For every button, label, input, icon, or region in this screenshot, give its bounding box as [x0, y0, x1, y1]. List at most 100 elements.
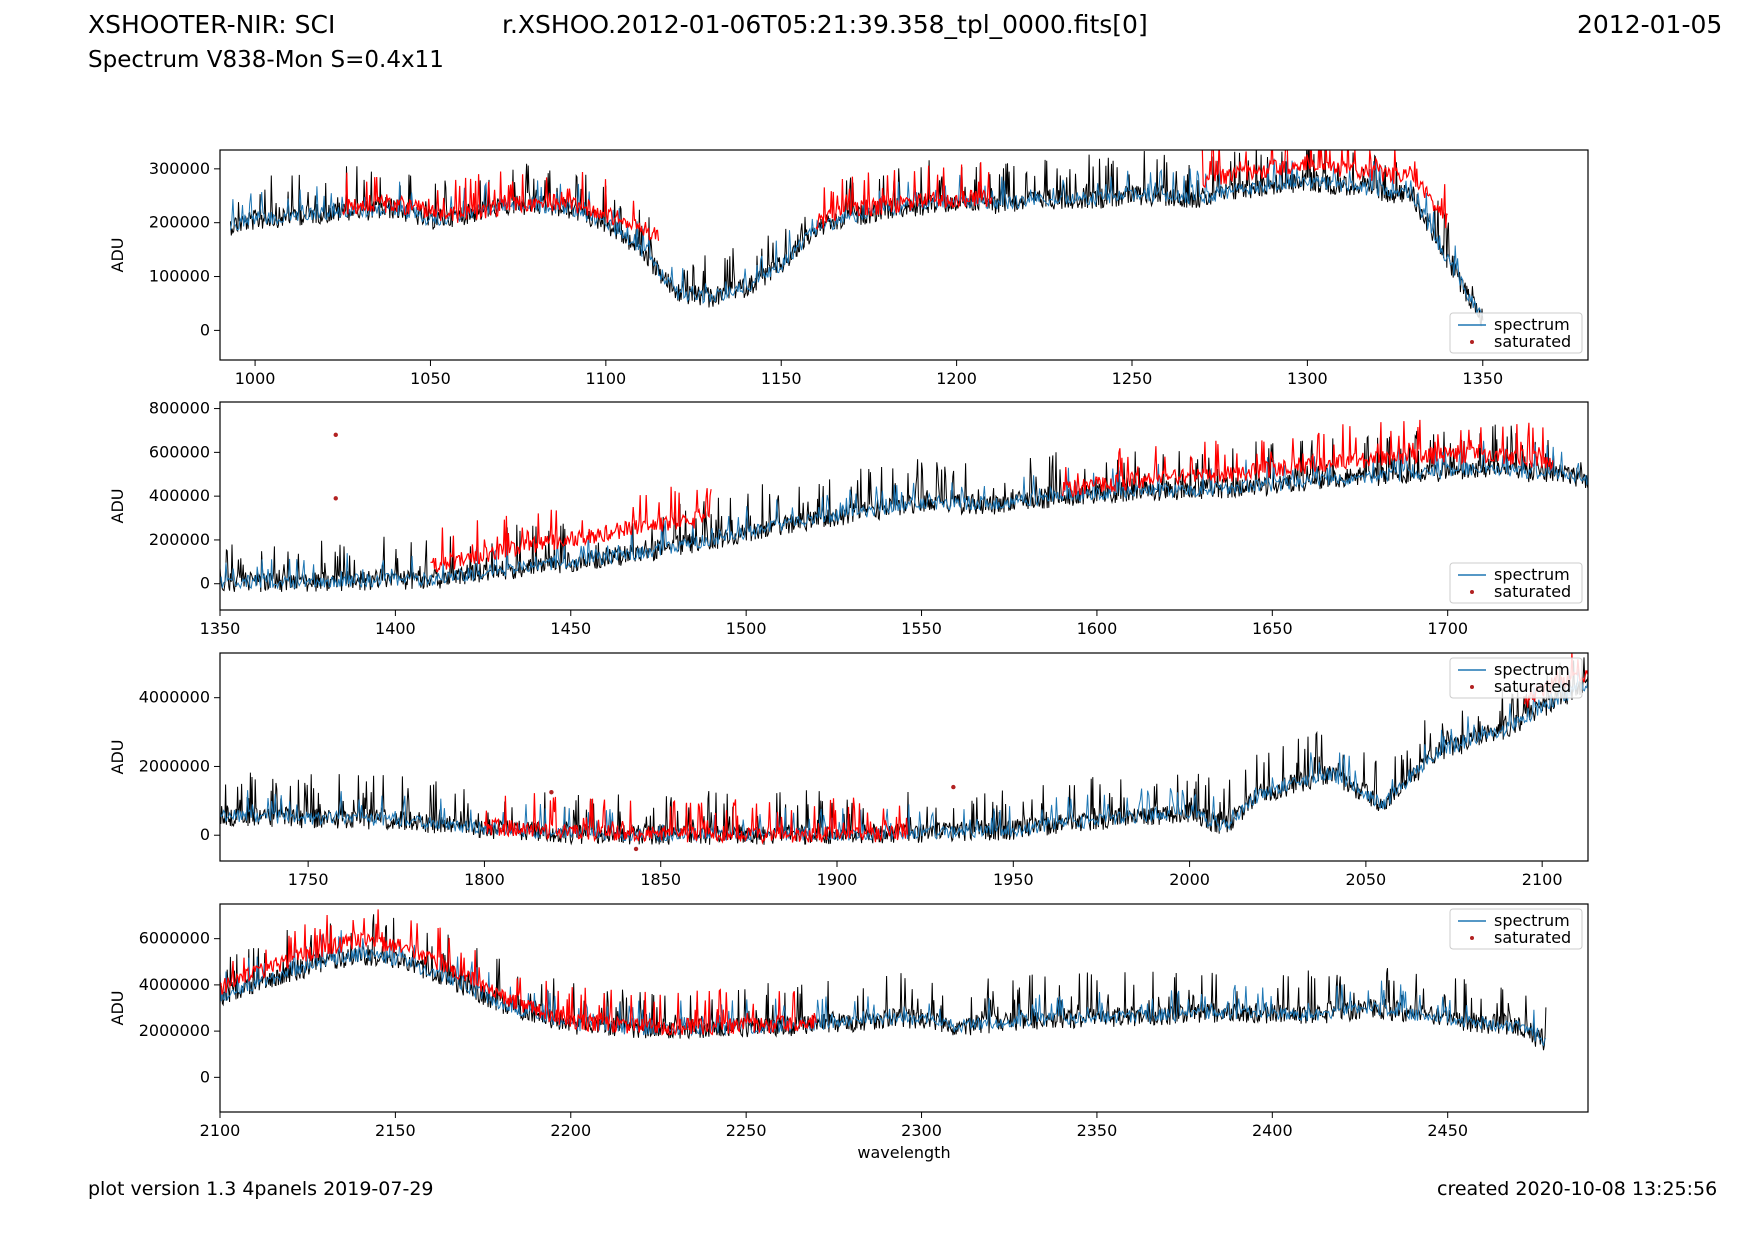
x-tick-label: 1050 — [410, 369, 451, 388]
observation-date: 2012-01-05 — [1577, 10, 1723, 39]
x-tick-label: 2100 — [200, 1121, 241, 1140]
y-tick-label: 400000 — [149, 486, 210, 505]
x-axis-label: wavelength — [857, 1143, 950, 1162]
legend-saturated-label: saturated — [1494, 928, 1571, 947]
x-tick-label: 1350 — [200, 619, 241, 638]
x-tick-label: 2150 — [375, 1121, 416, 1140]
fits-filename: r.XSHOO.2012-01-06T05:21:39.358_tpl_0000… — [502, 10, 1148, 39]
y-tick-label: 100000 — [149, 267, 210, 286]
x-tick-label: 2100 — [1522, 870, 1563, 889]
panel-2-traces — [220, 419, 1588, 593]
x-tick-label: 1100 — [585, 369, 626, 388]
y-axis-label: ADU — [108, 740, 127, 775]
raw-spectrum-line — [230, 150, 1484, 327]
y-tick-label: 4000000 — [139, 975, 210, 994]
legend-spectrum-label: spectrum — [1494, 565, 1570, 584]
x-tick-label: 1350 — [1462, 369, 1503, 388]
x-tick-label: 1250 — [1112, 369, 1153, 388]
saturated-line — [815, 162, 993, 230]
x-tick-label: 2250 — [726, 1121, 767, 1140]
legend-saturated-swatch — [1470, 590, 1474, 594]
x-tick-label: 1850 — [640, 870, 681, 889]
y-tick-label: 6000000 — [139, 929, 210, 948]
x-tick-label: 1750 — [288, 870, 329, 889]
raw-spectrum-line — [220, 657, 1588, 846]
x-tick-label: 1550 — [901, 619, 942, 638]
spectrum-line — [220, 668, 1588, 843]
saturated-point — [633, 846, 639, 852]
y-tick-label: 200000 — [149, 530, 210, 549]
legend-saturated-swatch — [1470, 340, 1474, 344]
raw-spectrum-line — [220, 424, 1588, 593]
legend-box — [1449, 562, 1583, 604]
legend-spectrum-label: spectrum — [1494, 660, 1570, 679]
saturated-point — [333, 432, 338, 438]
legend-saturated-label: saturated — [1494, 677, 1571, 696]
x-tick-label: 2400 — [1252, 1121, 1293, 1140]
saturated-line — [483, 793, 909, 845]
x-tick-label: 1300 — [1287, 369, 1328, 388]
saturated-point — [549, 790, 554, 795]
x-tick-label: 1000 — [235, 369, 276, 388]
saturated-line — [342, 171, 660, 241]
panel-4: 2100 2150 2200 2250 2300 2350 2400 2450 0 2000000… — [108, 903, 1589, 1162]
saturated-point — [333, 496, 338, 501]
x-tick-label: 2450 — [1427, 1121, 1468, 1140]
legend-saturated-swatch — [1470, 936, 1474, 940]
saturated-line — [1201, 150, 1448, 229]
x-tick-label: 2200 — [550, 1121, 591, 1140]
panel-4-traces — [220, 909, 1547, 1051]
x-tick-label: 1500 — [726, 619, 767, 638]
legend-spectrum-label: spectrum — [1494, 911, 1570, 930]
legend-box — [1449, 657, 1583, 699]
x-tick-label: 2300 — [901, 1121, 942, 1140]
x-tick-label: 1450 — [550, 619, 591, 638]
y-tick-label: 800000 — [149, 399, 210, 418]
saturated-line — [430, 486, 712, 573]
chart-subtitle: Spectrum V838-Mon S=0.4x11 — [88, 47, 444, 73]
x-tick-label: 1800 — [464, 870, 505, 889]
y-tick-label: 2000000 — [139, 756, 210, 775]
panel-3-traces — [220, 653, 1588, 852]
legend-box — [1449, 908, 1583, 950]
legend-saturated-label: saturated — [1494, 582, 1571, 601]
saturated-line — [1061, 419, 1554, 499]
y-tick-label: 0 — [200, 320, 210, 339]
created-timestamp: created 2020-10-08 13:25:56 — [1437, 1178, 1718, 1200]
panel-3: 1750 1800 1850 1900 1950 2000 2050 2100 0 2000000… — [108, 652, 1589, 889]
saturated-line — [220, 909, 817, 1037]
y-tick-label: 0 — [200, 1067, 210, 1086]
x-tick-label: 2050 — [1346, 870, 1387, 889]
panel-1: 1000 1050 1100 1150 1200 1250 1300 1350 0 100000 2… — [108, 149, 1589, 388]
y-axis-label: ADU — [108, 991, 127, 1026]
y-tick-label: 2000000 — [139, 1021, 210, 1040]
panel-1-traces — [230, 150, 1484, 327]
panel-frame — [219, 903, 1589, 1113]
y-axis-label: ADU — [108, 489, 127, 524]
y-tick-label: 4000000 — [139, 688, 210, 707]
x-tick-label: 1900 — [817, 870, 858, 889]
panel-2: 1350 1400 1450 1500 1550 1600 1650 1700 0 200000 4… — [108, 399, 1589, 638]
y-tick-label: 0 — [200, 825, 210, 844]
x-tick-label: 1950 — [993, 870, 1034, 889]
y-tick-label: 600000 — [149, 442, 210, 461]
y-tick-label: 300000 — [149, 159, 210, 178]
legend-saturated-label: saturated — [1494, 332, 1571, 351]
saturated-point — [951, 784, 956, 790]
legend-spectrum-label: spectrum — [1494, 315, 1570, 334]
x-tick-label: 1150 — [761, 369, 802, 388]
x-tick-label: 2000 — [1169, 870, 1210, 889]
panel-frame — [219, 149, 1589, 361]
panel-frame — [219, 401, 1589, 611]
panel-frame — [219, 652, 1589, 862]
x-tick-label: 1200 — [936, 369, 977, 388]
spectrum-line — [230, 154, 1484, 316]
x-tick-label: 1650 — [1252, 619, 1293, 638]
x-tick-label: 1400 — [375, 619, 416, 638]
y-tick-label: 0 — [200, 574, 210, 593]
legend-saturated-swatch — [1470, 685, 1474, 689]
